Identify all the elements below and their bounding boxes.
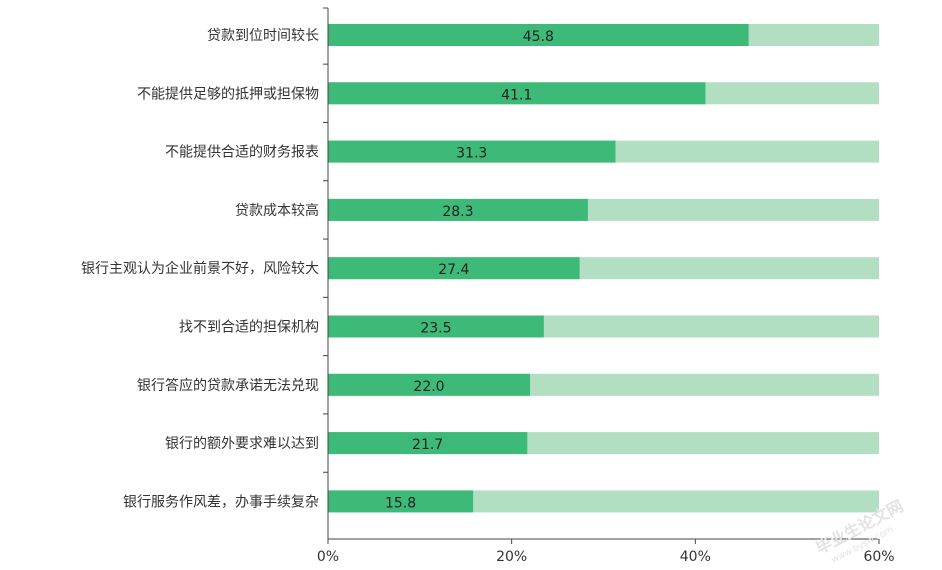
value-label: 23.5 (420, 321, 451, 337)
x-axis-ticks (327, 539, 880, 544)
category-label: 银行的额外要求难以达到 (165, 436, 319, 452)
x-axis-tick-labels: 0% 20% 40% 60% (317, 549, 895, 565)
bar (328, 198, 588, 221)
bar (328, 24, 749, 46)
value-label: 15.8 (385, 495, 416, 511)
value-label: 45.8 (523, 29, 554, 45)
category-label: 银行主观认为企业前景不好，风险较大 (81, 260, 319, 277)
x-tick-label: 0% (317, 549, 339, 565)
x-tick-label: 20% (496, 549, 527, 565)
bar (328, 140, 616, 163)
category-label: 贷款到位时间较长 (207, 28, 319, 44)
category-labels: 贷款到位时间较长不能提供足够的抵押或担保物不能提供合适的财务报表贷款成本较高银行… (81, 28, 319, 510)
bar (328, 432, 528, 455)
value-label: 21.7 (412, 437, 443, 453)
category-label: 不能提供足够的抵押或担保物 (137, 86, 319, 102)
value-label: 22.0 (413, 379, 444, 395)
category-label: 贷款成本较高 (235, 202, 319, 219)
bar (328, 82, 706, 105)
bar (328, 315, 544, 338)
bar (328, 257, 580, 280)
category-label: 找不到合适的担保机构 (179, 320, 319, 336)
axes (327, 8, 879, 540)
x-tick-label: 60% (863, 549, 894, 565)
bar (328, 373, 531, 396)
category-label: 银行服务作风差，办事手续复杂 (123, 493, 319, 510)
category-label: 银行答应的贷款承诺无法兑现 (137, 377, 319, 394)
data-bars (328, 24, 749, 513)
value-labels: 45.8 41.1 31.3 28.3 27.4 23.5 22.0 21.7 15.8 (385, 29, 554, 511)
value-label: 41.1 (501, 87, 532, 103)
category-label: 不能提供合适的财务报表 (165, 145, 319, 161)
y-axis-ticks (323, 7, 328, 473)
value-label: 27.4 (438, 262, 469, 278)
bar (328, 490, 474, 513)
value-label: 28.3 (442, 204, 473, 220)
value-label: 31.3 (456, 146, 487, 162)
x-tick-label: 40% (680, 549, 711, 565)
